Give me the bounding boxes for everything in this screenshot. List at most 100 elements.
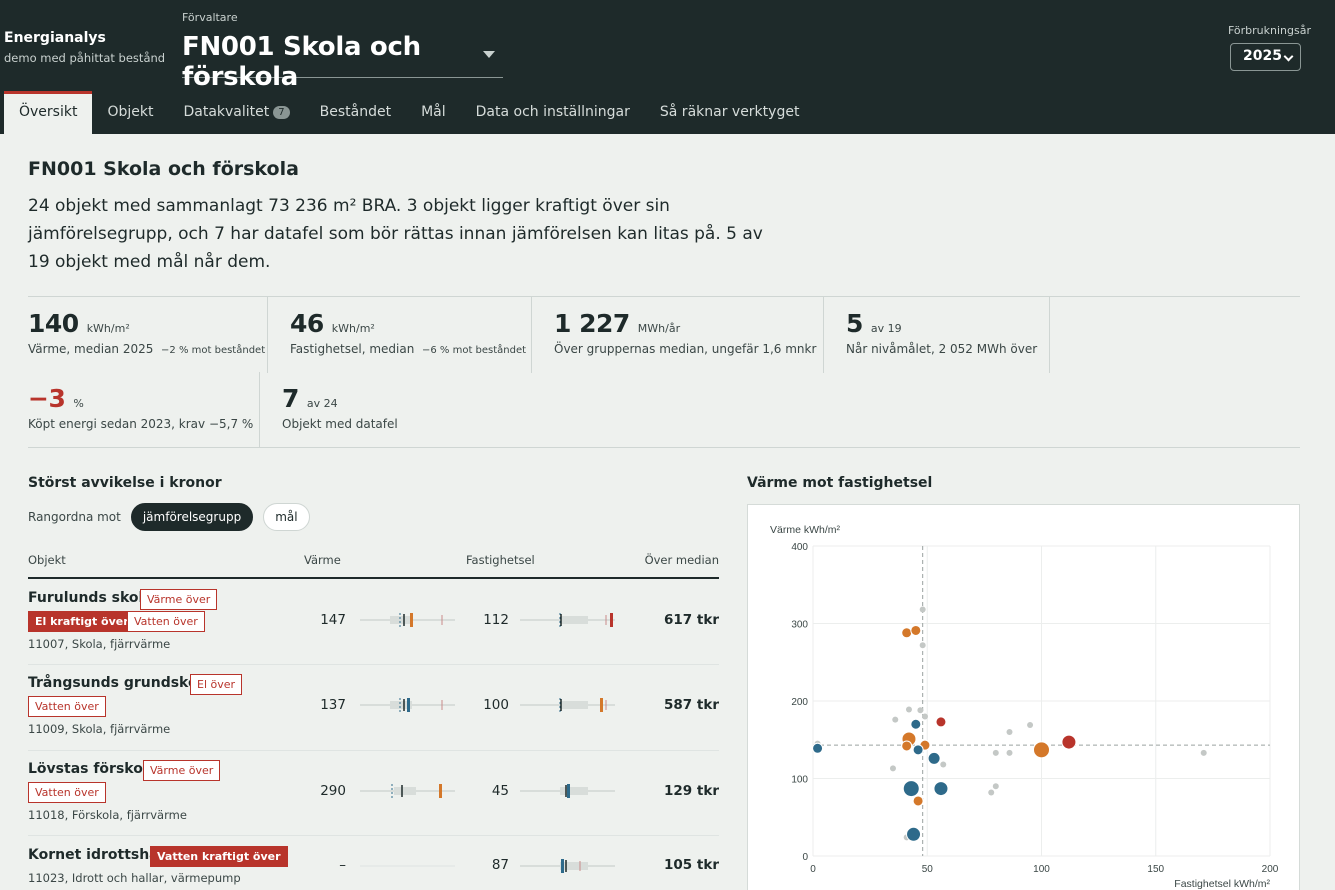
kpi-unit: av 19 xyxy=(870,322,902,335)
col-heat[interactable]: Värme xyxy=(304,553,341,567)
tab-sa-raknar[interactable]: Så räknar verktyget xyxy=(645,91,815,134)
scatter-point xyxy=(992,783,999,790)
kpi-unit: kWh/m² xyxy=(86,322,130,335)
scatter-point xyxy=(940,761,947,768)
heat-value: – xyxy=(339,857,346,873)
elec-value: 112 xyxy=(483,612,509,628)
elec-distribution xyxy=(520,613,615,627)
kpi-row: −3% Köpt energi sedan 2023, krav −5,7 % … xyxy=(28,372,1300,448)
kpi-value: 5 xyxy=(846,309,863,338)
status-tag: Värme över xyxy=(143,760,221,781)
elec-distribution xyxy=(520,784,615,798)
scatter-point xyxy=(901,627,913,639)
rank-label: Rangordna mot xyxy=(28,510,121,524)
x-axis-label: Fastighetsel kWh/m² xyxy=(1174,878,1270,890)
status-tag: Värme över xyxy=(140,589,218,610)
tab-label: Beståndet xyxy=(319,104,392,120)
col-over[interactable]: Över median xyxy=(644,553,719,567)
x-tick-label: 200 xyxy=(1262,864,1279,875)
object-name[interactable]: Kornet idrottshall xyxy=(28,847,169,863)
kpi-purchased-energy: −3% Köpt energi sedan 2023, krav −5,7 % xyxy=(28,372,260,448)
status-tag: Vatten över xyxy=(127,611,205,632)
elec-value: 45 xyxy=(491,783,509,799)
tab-label: Översikt xyxy=(19,104,78,120)
scatter-point xyxy=(902,780,920,798)
brand-subtitle: demo med påhittat bestånd xyxy=(4,51,166,65)
heat-value: 290 xyxy=(320,783,346,799)
scatter-point xyxy=(921,713,928,720)
scatter-point xyxy=(935,716,947,728)
table-row[interactable]: Lövstas förskola Värme över Vatten över … xyxy=(28,751,719,836)
scatter-point xyxy=(889,765,896,772)
rank-option-jamforelsegrupp[interactable]: jämförelsegrupp xyxy=(130,503,254,531)
tab-oversikt[interactable]: Översikt xyxy=(4,91,93,134)
y-tick-label: 300 xyxy=(791,620,808,631)
object-name[interactable]: Furulunds skola xyxy=(28,590,153,606)
elec-value: 100 xyxy=(483,697,509,713)
tab-bestandet[interactable]: Beståndet xyxy=(305,91,406,134)
object-meta: 11007, Skola, fjärrvärme xyxy=(28,637,171,651)
year-select[interactable]: 2025 xyxy=(1229,43,1301,71)
top-bar: Energianalys demo med påhittat bestånd F… xyxy=(0,0,1335,134)
over-median-value: 587 tkr xyxy=(664,697,719,713)
col-elec[interactable]: Fastighetsel xyxy=(466,553,535,567)
scatter-point xyxy=(910,718,922,730)
scatter-point xyxy=(901,740,913,752)
kpi-description: Värme, median 2025 −2 % mot beståndet xyxy=(28,342,266,356)
y-tick-label: 0 xyxy=(802,852,808,863)
object-meta: 11018, Förskola, fjärrvärme xyxy=(28,808,187,822)
scatter-point xyxy=(919,606,926,613)
scatter-point xyxy=(992,749,999,756)
scatter-point xyxy=(1200,749,1207,756)
tab-objekt[interactable]: Objekt xyxy=(92,91,168,134)
tab-mal[interactable]: Mål xyxy=(406,91,461,134)
over-median-value: 105 tkr xyxy=(664,857,719,873)
kpi-target: 5 av 19 Når nivåmålet, 2 052 MWh över xyxy=(824,297,1050,373)
heat-value: 147 xyxy=(320,612,346,628)
y-axis-label: Värme kWh/m² xyxy=(770,524,841,536)
scatter-point xyxy=(812,742,824,754)
object-name[interactable]: Trångsunds grundskola xyxy=(28,675,212,691)
y-tick-label: 100 xyxy=(791,775,808,786)
kpi-value: −3 xyxy=(28,384,66,413)
scatter-point xyxy=(905,706,912,713)
status-tag: Vatten kraftigt över xyxy=(150,846,288,867)
tab-datakvalitet[interactable]: Datakvalitet 7 xyxy=(168,91,304,134)
tab-label: Så räknar verktyget xyxy=(659,104,800,120)
rank-option-mal[interactable]: mål xyxy=(263,503,310,531)
scatter-point xyxy=(927,751,941,765)
over-median-value: 617 tkr xyxy=(664,612,719,628)
tab-data-installningar[interactable]: Data och inställningar xyxy=(461,91,645,134)
scatter-point xyxy=(892,716,899,723)
scatter-point xyxy=(910,624,922,636)
kpi-description: Fastighetsel, median −6 % mot beståndet xyxy=(290,342,527,356)
object-name[interactable]: Lövstas förskola xyxy=(28,761,158,777)
brand-name: Energianalys xyxy=(4,30,106,46)
kpi-unit: av 24 xyxy=(306,397,338,410)
heat-distribution xyxy=(360,613,455,627)
kpi-value: 46 xyxy=(290,309,324,338)
heat-value: 137 xyxy=(320,697,346,713)
scatter-title: Värme mot fastighetsel xyxy=(747,475,933,491)
elec-value: 87 xyxy=(491,857,509,873)
kpi-over-median: 1 227 MWh/år Över gruppernas median, unge… xyxy=(532,297,824,373)
manager-select[interactable]: Förvaltare FN001 Skola och förskola xyxy=(182,11,503,92)
table-row[interactable]: Trångsunds grundskola El över Vatten öve… xyxy=(28,665,719,751)
status-tag: El över xyxy=(190,674,243,695)
kpi-description: Köpt energi sedan 2023, krav −5,7 % xyxy=(28,417,254,431)
deviation-title: Störst avvikelse i kronor xyxy=(28,475,222,491)
table-row[interactable]: Kornet idrottshall Vatten kraftigt över … xyxy=(28,836,719,890)
elec-distribution xyxy=(520,859,615,873)
kpi-value: 1 227 xyxy=(554,309,630,338)
kpi-description: Objekt med datafel xyxy=(282,417,398,431)
table-row[interactable]: Furulunds skola Värme över El kraftigt ö… xyxy=(28,580,719,665)
kpi-value: 7 xyxy=(282,384,299,413)
table-header: Objekt Värme Fastighetsel Över median xyxy=(28,548,719,579)
heat-distribution xyxy=(360,865,455,867)
scatter-point xyxy=(912,795,924,807)
scatter-point xyxy=(919,642,926,649)
x-tick-label: 0 xyxy=(810,864,816,875)
scatter-point xyxy=(1033,741,1050,759)
heat-distribution xyxy=(360,698,455,712)
col-object[interactable]: Objekt xyxy=(28,553,66,567)
